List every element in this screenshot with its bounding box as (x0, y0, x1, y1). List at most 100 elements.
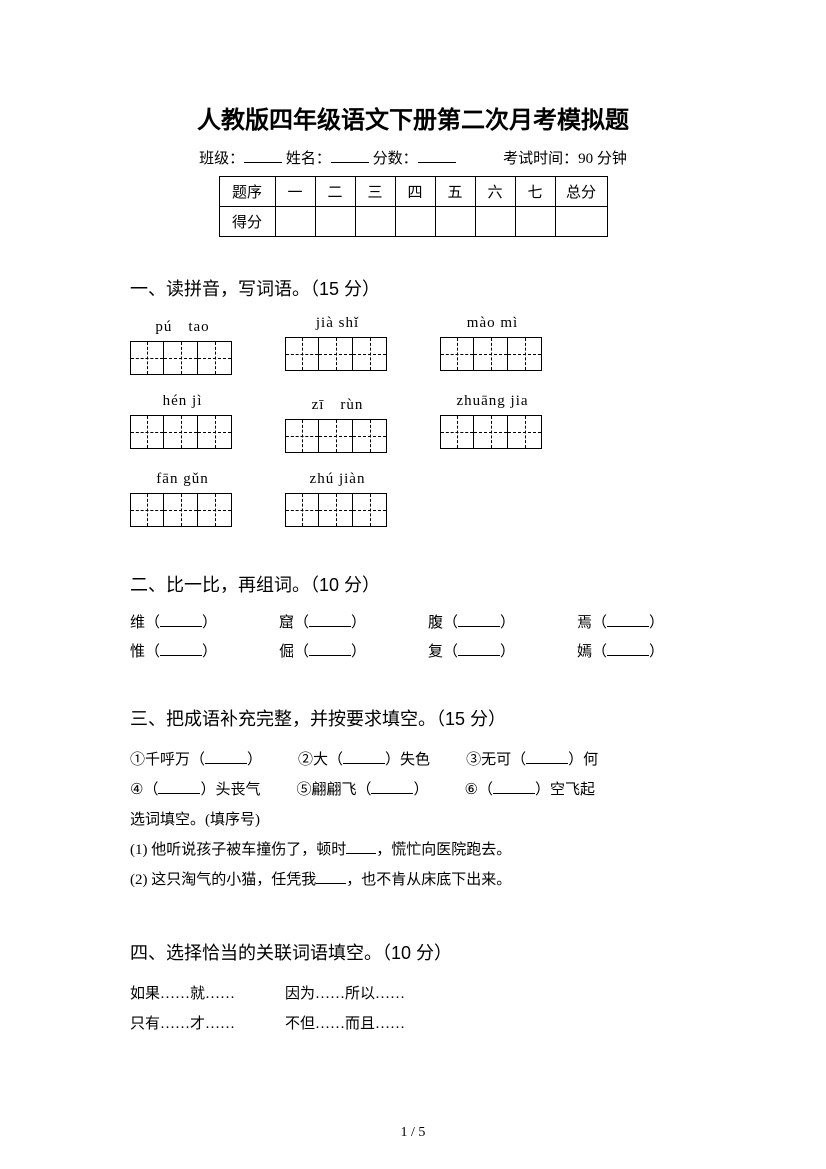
header-cell: 六 (475, 177, 515, 207)
section3-heading: 三、把成语补充完整，并按要求填空。（15 分） (130, 705, 696, 731)
row-label: 得分 (219, 207, 275, 237)
char-box[interactable] (319, 337, 353, 371)
pinyin-label: pú tao (130, 315, 235, 336)
compare-item: 维（） (130, 611, 249, 632)
char-box[interactable] (474, 415, 508, 449)
char-box[interactable] (164, 493, 198, 527)
idiom-item: ④（）头丧气 (130, 775, 260, 805)
idiom-blank[interactable] (526, 752, 568, 764)
class-blank[interactable] (244, 149, 282, 163)
choose-label: 选词填空。(填序号) (130, 805, 696, 835)
conj-item: 如果……就…… (130, 979, 235, 1009)
page-number: 1 / 5 (0, 1125, 826, 1141)
pinyin-label: zī rùn (285, 393, 390, 414)
compare-blank[interactable] (160, 644, 202, 656)
pinyin-label: zhuāng jia (440, 393, 545, 410)
char-box[interactable] (319, 493, 353, 527)
conj-block: 如果……就…… 因为……所以…… 只有……才…… 不但……而且…… (130, 979, 696, 1039)
char-box[interactable] (508, 337, 542, 371)
header-cell: 题序 (219, 177, 275, 207)
score-cell[interactable] (555, 207, 607, 237)
score-cell[interactable] (275, 207, 315, 237)
char-box[interactable] (474, 337, 508, 371)
idiom-row: ①千呼万（） ②大（）失色 ③无可（）何 (130, 745, 696, 775)
char-box[interactable] (130, 415, 164, 449)
conj-item: 只有……才…… (130, 1009, 235, 1039)
header-cell: 三 (355, 177, 395, 207)
score-cell[interactable] (435, 207, 475, 237)
score-cell[interactable] (315, 207, 355, 237)
char-box[interactable] (508, 415, 542, 449)
char-box[interactable] (285, 493, 319, 527)
conj-row: 只有……才…… 不但……而且…… (130, 1009, 696, 1039)
char-box[interactable] (130, 341, 164, 375)
char-box-row (285, 337, 390, 371)
char-box-row (130, 415, 235, 449)
char-box[interactable] (285, 419, 319, 453)
pinyin-item: jià shǐ (285, 315, 390, 375)
score-cell[interactable] (515, 207, 555, 237)
char-box[interactable] (164, 341, 198, 375)
char-box-row (285, 419, 390, 453)
idiom-block: ①千呼万（） ②大（）失色 ③无可（）何 ④（）头丧气 ⑤翩翩飞（） ⑥（）空飞… (130, 745, 696, 895)
header-cell: 一 (275, 177, 315, 207)
char-box[interactable] (440, 337, 474, 371)
idiom-item: ⑥（）空飞起 (465, 775, 595, 805)
compare-blank[interactable] (160, 615, 202, 627)
char-box[interactable] (353, 493, 387, 527)
idiom-blank[interactable] (371, 782, 413, 794)
fill-blank[interactable] (316, 872, 346, 884)
section2-heading: 二、比一比，再组词。（10 分） (130, 571, 696, 597)
idiom-blank[interactable] (493, 782, 535, 794)
char-box[interactable] (198, 493, 232, 527)
compare-item: 腹（） (428, 611, 547, 632)
name-blank[interactable] (331, 149, 369, 163)
fill-blank[interactable] (346, 842, 376, 854)
page-title: 人教版四年级语文下册第二次月考模拟题 (130, 100, 696, 135)
idiom-row: ④（）头丧气 ⑤翩翩飞（） ⑥（）空飞起 (130, 775, 696, 805)
char-box-row (440, 337, 545, 371)
meta-row: 班级： 姓名： 分数： 考试时间：90 分钟 (130, 147, 696, 168)
char-box[interactable] (164, 415, 198, 449)
idiom-blank[interactable] (205, 752, 247, 764)
table-row: 得分 (219, 207, 607, 237)
pinyin-item: pú tao (130, 315, 235, 375)
score-cell[interactable] (355, 207, 395, 237)
section4-heading: 四、选择恰当的关联词语填空。（10 分） (130, 939, 696, 965)
char-box[interactable] (130, 493, 164, 527)
pinyin-label: zhú jiàn (285, 471, 390, 488)
char-box[interactable] (198, 415, 232, 449)
idiom-blank[interactable] (343, 752, 385, 764)
score-blank[interactable] (418, 149, 456, 163)
char-box[interactable] (285, 337, 319, 371)
pinyin-label: mào mì (440, 315, 545, 332)
compare-blank[interactable] (309, 644, 351, 656)
pinyin-item: zī rùn (285, 393, 390, 453)
compare-item: 嫣（） (577, 640, 696, 661)
pinyin-item: mào mì (440, 315, 545, 375)
pinyin-item: zhú jiàn (285, 471, 390, 527)
score-cell[interactable] (395, 207, 435, 237)
compare-blank[interactable] (458, 644, 500, 656)
header-cell: 二 (315, 177, 355, 207)
section1-heading: 一、读拼音，写词语。（15 分） (130, 275, 696, 301)
pinyin-label: hén jì (130, 393, 235, 410)
compare-blank[interactable] (607, 644, 649, 656)
char-box[interactable] (353, 337, 387, 371)
class-label: 班级： (199, 151, 244, 167)
score-cell[interactable] (475, 207, 515, 237)
char-box[interactable] (353, 419, 387, 453)
conj-item: 因为……所以…… (285, 979, 405, 1009)
score-label: 分数： (373, 151, 418, 167)
pinyin-grid: pú tao jià shǐ mào mì hén jì zī rùn zhuāng ji… (130, 315, 696, 527)
char-box[interactable] (319, 419, 353, 453)
compare-blank[interactable] (309, 615, 351, 627)
idiom-blank[interactable] (158, 782, 200, 794)
sentence-2: (2) 这只淘气的小猫，任凭我，也不肯从床底下出来。 (130, 865, 696, 895)
compare-blank[interactable] (607, 615, 649, 627)
char-box[interactable] (198, 341, 232, 375)
compare-blank[interactable] (458, 615, 500, 627)
compare-item: 惟（） (130, 640, 249, 661)
char-box[interactable] (440, 415, 474, 449)
pinyin-item: fān gǔn (130, 471, 235, 527)
